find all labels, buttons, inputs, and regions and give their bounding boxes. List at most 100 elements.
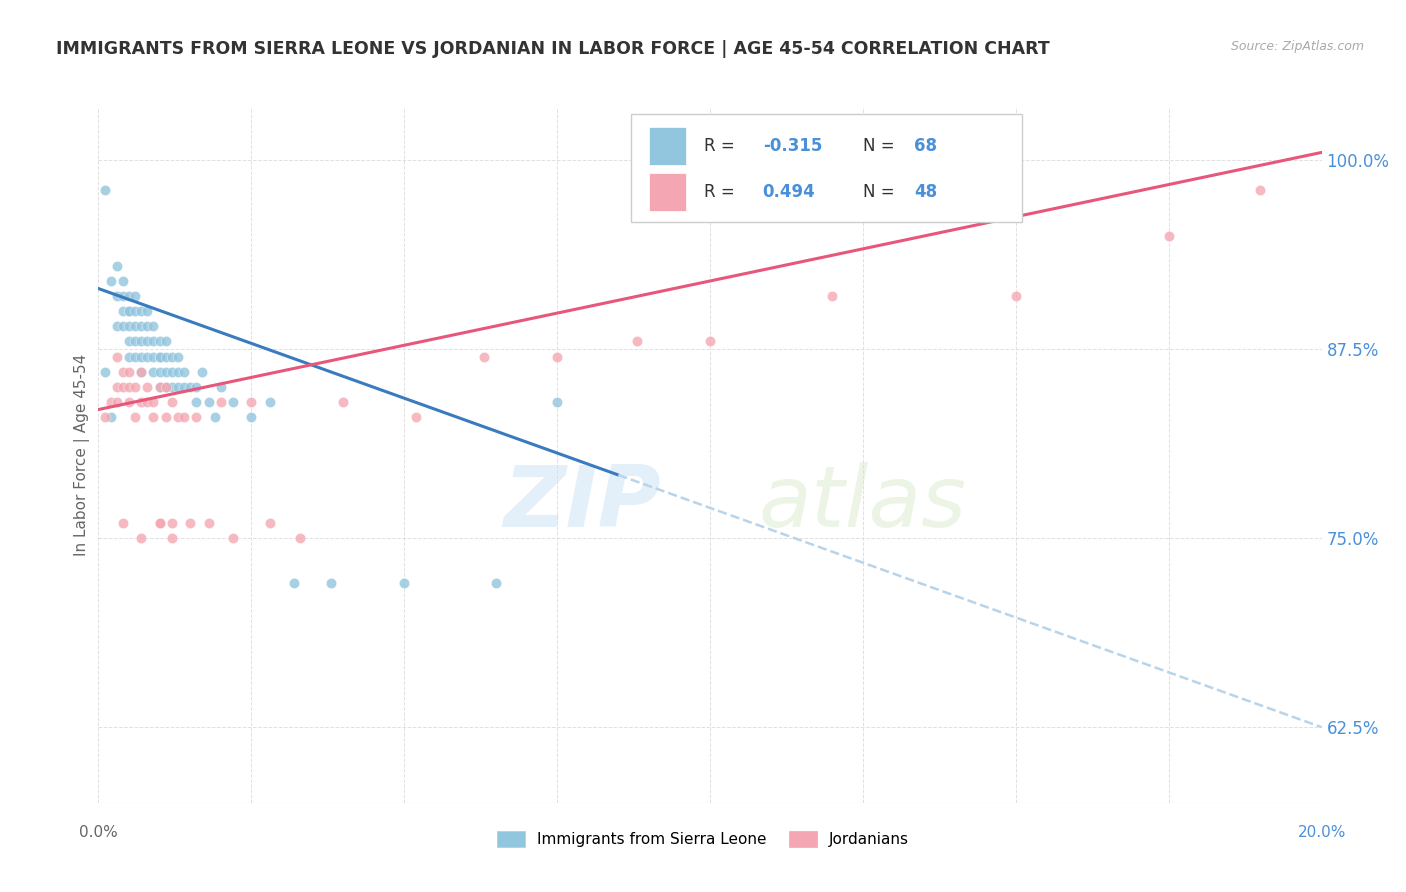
Point [100, 395, 122, 409]
Point [136, 304, 159, 318]
Point [105, 395, 128, 409]
Point [167, 350, 190, 364]
Point [111, 365, 134, 379]
Bar [650, 172, 686, 211]
Point [124, 319, 146, 334]
Point [129, 395, 152, 409]
Point [149, 350, 172, 364]
Text: N =: N = [863, 183, 900, 201]
Point [149, 334, 172, 349]
Text: ZIP: ZIP [503, 462, 661, 545]
Point [607, 803, 630, 817]
Point [160, 380, 183, 394]
Point [142, 319, 165, 334]
Point [240, 410, 263, 425]
Point [332, 395, 354, 409]
Point [124, 410, 146, 425]
Point [105, 350, 128, 364]
Point [155, 334, 177, 349]
Point [259, 516, 281, 530]
Point [290, 531, 312, 545]
Point [136, 350, 159, 364]
Text: N =: N = [863, 137, 900, 155]
Point [111, 380, 134, 394]
Text: Source: ZipAtlas.com: Source: ZipAtlas.com [1230, 40, 1364, 54]
Point [118, 319, 141, 334]
Point [149, 365, 172, 379]
Point [197, 516, 219, 530]
Point [118, 365, 141, 379]
Point [129, 334, 152, 349]
Text: 20.0%: 20.0% [1298, 825, 1346, 840]
Point [405, 410, 427, 425]
Point [186, 395, 208, 409]
Point [142, 410, 165, 425]
Point [118, 380, 141, 394]
Point [129, 319, 152, 334]
Point [111, 289, 134, 303]
Point [173, 410, 195, 425]
Point [186, 410, 208, 425]
Point [222, 395, 245, 409]
Point [155, 365, 177, 379]
Point [1004, 289, 1026, 303]
Point [118, 304, 141, 318]
Point [821, 289, 844, 303]
Point [142, 365, 165, 379]
Point [699, 334, 721, 349]
Point [105, 380, 128, 394]
Point [100, 274, 122, 288]
Point [149, 516, 172, 530]
Legend: Immigrants from Sierra Leone, Jordanians: Immigrants from Sierra Leone, Jordanians [491, 825, 915, 853]
Point [142, 395, 165, 409]
Point [209, 395, 232, 409]
Point [136, 319, 159, 334]
Text: atlas: atlas [759, 462, 967, 545]
Point [167, 380, 190, 394]
Point [129, 365, 152, 379]
Point [167, 410, 190, 425]
Text: R =: R = [704, 137, 740, 155]
Point [105, 259, 128, 273]
Point [155, 410, 177, 425]
Point [124, 304, 146, 318]
Text: 68: 68 [914, 137, 938, 155]
Point [204, 410, 226, 425]
Point [149, 516, 172, 530]
Point [173, 380, 195, 394]
Point [149, 380, 172, 394]
Point [319, 576, 342, 591]
Point [546, 395, 568, 409]
Point [129, 365, 152, 379]
Point [1249, 183, 1271, 197]
Point [179, 516, 201, 530]
Point [240, 395, 263, 409]
Point [485, 576, 508, 591]
Point [149, 350, 172, 364]
Point [136, 380, 159, 394]
Point [167, 365, 190, 379]
Point [197, 395, 219, 409]
Point [129, 350, 152, 364]
Text: IMMIGRANTS FROM SIERRA LEONE VS JORDANIAN IN LABOR FORCE | AGE 45-54 CORRELATION: IMMIGRANTS FROM SIERRA LEONE VS JORDANIA… [56, 40, 1050, 58]
Point [186, 380, 208, 394]
Bar [650, 128, 686, 166]
Text: -0.315: -0.315 [762, 137, 823, 155]
Text: R =: R = [704, 183, 740, 201]
Point [160, 350, 183, 364]
Point [136, 395, 159, 409]
Point [472, 350, 495, 364]
Text: 48: 48 [914, 183, 938, 201]
Point [111, 319, 134, 334]
Point [105, 319, 128, 334]
Point [173, 365, 195, 379]
Point [111, 516, 134, 530]
Point [93, 410, 115, 425]
Point [209, 380, 232, 394]
Point [118, 304, 141, 318]
Point [149, 380, 172, 394]
Point [124, 334, 146, 349]
Point [191, 365, 214, 379]
Point [93, 365, 115, 379]
Point [105, 289, 128, 303]
